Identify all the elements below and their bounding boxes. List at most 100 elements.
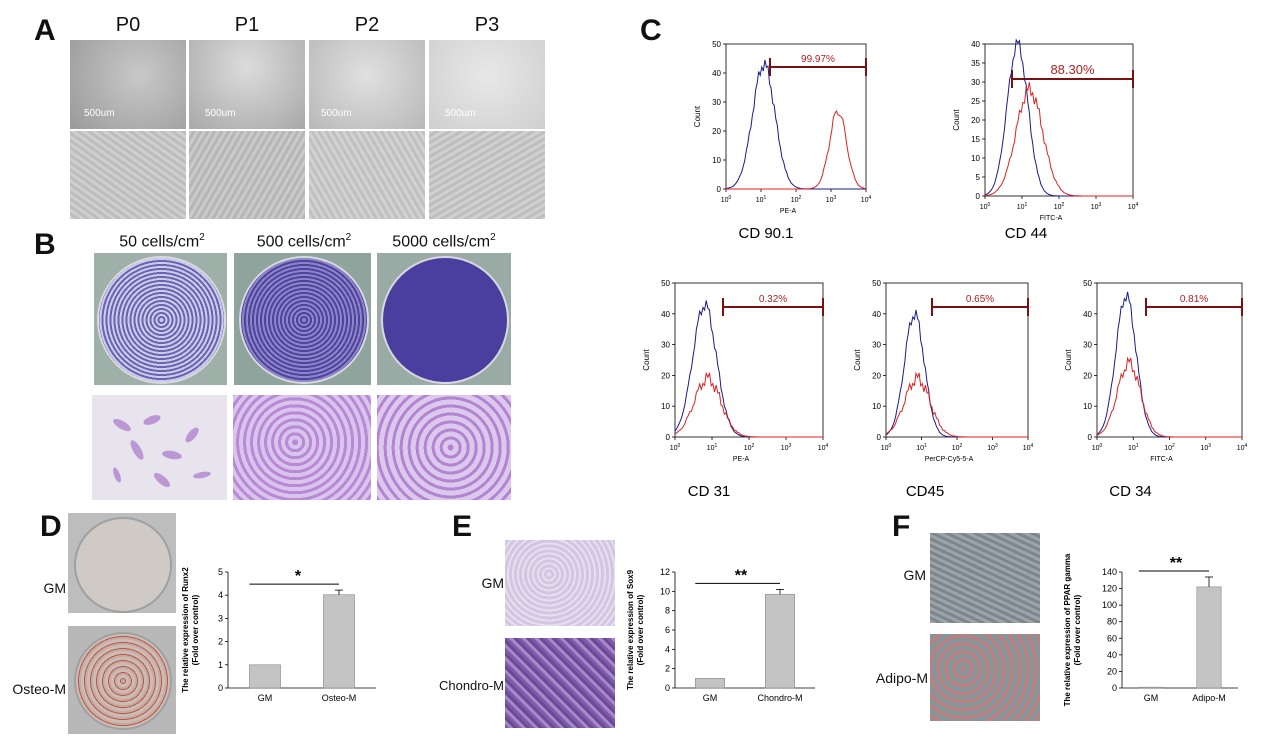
x-axis-channel: FITC-A <box>1040 215 1063 222</box>
y-tick-label: 2 <box>218 637 223 647</box>
x-tick-label: 102 <box>952 443 963 452</box>
significance-mark: ** <box>1170 555 1183 572</box>
y-tick-label: 20 <box>872 371 881 380</box>
bar <box>323 594 355 689</box>
y-axis-label: Count <box>1064 349 1073 371</box>
gate-percent: 0.32% <box>759 294 787 305</box>
panel-label-a: A <box>34 14 56 47</box>
marker-stained-curve <box>726 109 867 190</box>
x-tick-exponent: 3 <box>789 443 792 449</box>
y-tick-label: 30 <box>1083 341 1092 350</box>
marker-title: CD45 <box>906 483 944 500</box>
y-tick-label: 10 <box>712 156 721 165</box>
passage-title: P0 <box>115 14 141 36</box>
y-tick-label: 0 <box>717 185 722 194</box>
gate-percent: 0.65% <box>966 294 994 305</box>
x-tick-label: 104 <box>818 443 829 452</box>
y-tick-label: 30 <box>712 98 721 107</box>
y-tick-label: 30 <box>971 78 980 87</box>
x-axis-channel: PE-A <box>733 456 750 463</box>
isotype-control-curve <box>1096 291 1242 438</box>
x-tick-label: 102 <box>1054 202 1065 211</box>
isotype-control-curve <box>674 300 823 438</box>
y-axis-label: (Fold over control) <box>191 594 200 665</box>
gate-percent: 88.30% <box>1050 62 1095 77</box>
y-axis-label: Count <box>693 105 702 127</box>
y-tick-label: 10 <box>971 154 980 163</box>
y-tick-label: 5 <box>976 173 981 182</box>
y-axis-label: Count <box>952 109 961 131</box>
gate-percent: 99.97% <box>801 54 835 65</box>
x-tick-label: 101 <box>916 443 927 452</box>
y-tick-label: 15 <box>971 135 980 144</box>
y-tick-label: 0 <box>877 433 882 442</box>
x-tick-label: 104 <box>861 195 872 204</box>
y-tick-label: 30 <box>661 341 670 350</box>
alizarin-dish-osteo <box>68 626 176 734</box>
gate-percent: 0.81% <box>1180 294 1208 305</box>
x-tick-exponent: 4 <box>1245 443 1248 449</box>
marker-title: CD 44 <box>1005 225 1048 242</box>
y-tick-label: 0 <box>218 683 223 693</box>
culture-dish-50 <box>94 253 227 385</box>
alizarin-dish-gm <box>68 513 176 613</box>
significance-mark: * <box>295 568 302 585</box>
y-tick-label: 20 <box>1107 666 1117 676</box>
category-label: GM <box>258 693 273 703</box>
panel-label-e: E <box>452 510 473 543</box>
passage-title: P3 <box>474 14 500 36</box>
x-tick-exponent: 0 <box>678 443 681 449</box>
y-axis-label: The relative expression of Runx2 <box>181 567 190 693</box>
category-label: Osteo-M <box>322 693 357 703</box>
bar-chart-D: 0 1 2 3 4 5 The relative expression of Runx2 (F… <box>181 567 376 703</box>
density-title: 5000 cells/cm2 <box>392 232 496 251</box>
y-tick-label: 40 <box>661 310 670 319</box>
condition-label: GM <box>43 580 66 596</box>
passage-title: P2 <box>354 14 380 36</box>
micrograph-p1-top: 500um <box>189 40 305 129</box>
x-tick-exponent: 1 <box>764 195 767 201</box>
x-tick-exponent: 2 <box>960 443 963 449</box>
x-tick-exponent: 2 <box>1172 443 1175 449</box>
x-tick-exponent: 2 <box>1062 202 1065 208</box>
y-tick-label: 8 <box>665 606 670 616</box>
stained-cells-pattern <box>113 415 211 488</box>
bar <box>694 678 725 689</box>
x-tick-exponent: 3 <box>995 443 998 449</box>
x-tick-exponent: 0 <box>889 443 892 449</box>
y-tick-label: 2 <box>665 664 670 674</box>
y-tick-label: 50 <box>872 279 881 288</box>
stained-cells-5000 <box>377 395 511 500</box>
isotype-control-curve <box>885 309 1028 438</box>
scale-bar-label: 500um <box>445 108 476 119</box>
y-tick-label: 10 <box>661 402 670 411</box>
x-tick-exponent: 1 <box>1136 443 1139 449</box>
y-tick-label: 0 <box>666 433 671 442</box>
x-axis-channel: FITC-A <box>1150 456 1173 463</box>
y-axis-label: Count <box>853 349 862 371</box>
x-tick-label: 100 <box>670 443 681 452</box>
micrograph-p2-bottom <box>309 131 425 219</box>
y-tick-label: 10 <box>1083 402 1092 411</box>
x-tick-exponent: 1 <box>1025 202 1028 208</box>
x-tick-label: 102 <box>791 195 802 204</box>
y-tick-label: 40 <box>872 310 881 319</box>
category-label: Chondro-M <box>757 693 802 703</box>
category-label: GM <box>1144 693 1159 703</box>
x-tick-label: 100 <box>1092 443 1103 452</box>
alcian-stain-chondro <box>505 638 615 728</box>
y-tick-label: 40 <box>1107 650 1117 660</box>
y-axis-label: (Fold over control) <box>636 594 645 665</box>
stained-cells-500 <box>233 395 371 500</box>
condition-label: Chondro-M <box>438 678 504 693</box>
stained-cells-50 <box>92 395 227 500</box>
y-tick-label: 20 <box>712 127 721 136</box>
panel-label-b: B <box>34 228 56 261</box>
x-axis-channel: PerCP-Cy5-5-A <box>925 456 974 463</box>
culture-dish-5000 <box>377 253 511 385</box>
